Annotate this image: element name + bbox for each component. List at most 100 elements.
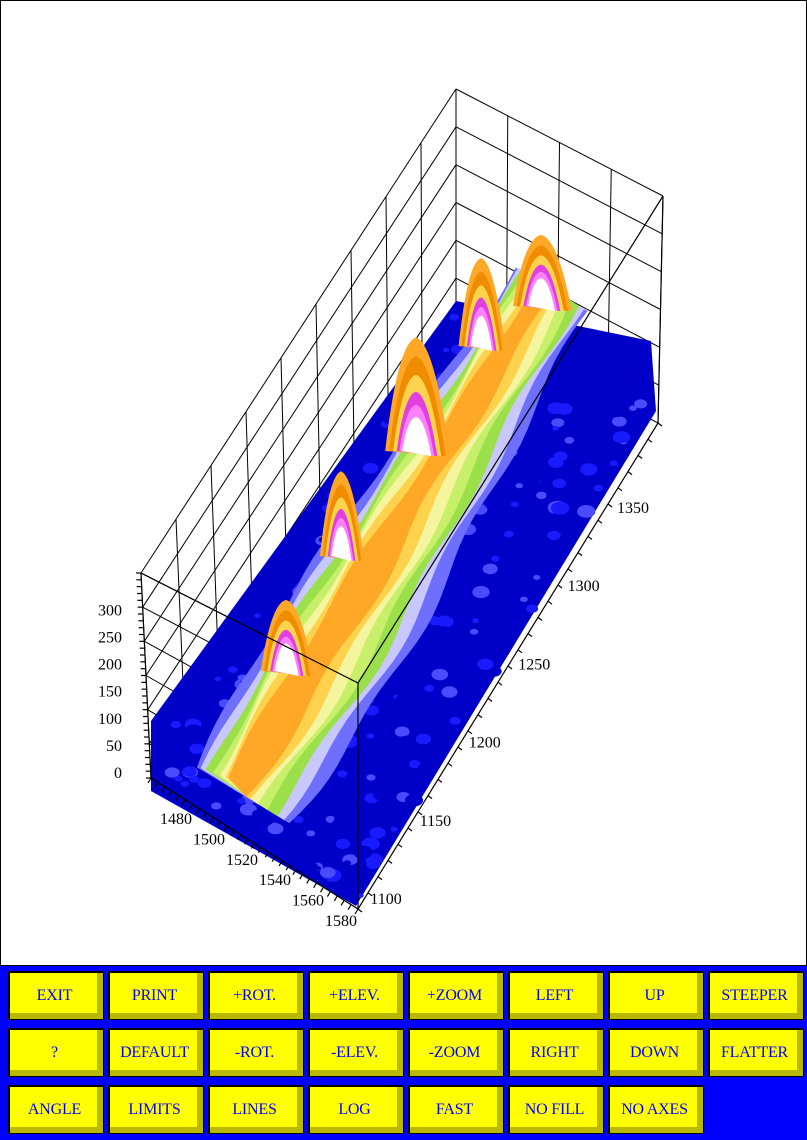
surface-texture (515, 483, 523, 489)
back-wall-gridline (140, 88, 457, 574)
surface-texture (537, 473, 551, 483)
y-axis-minor-tick (517, 649, 523, 654)
x-axis-minor-tick (354, 908, 359, 915)
toolbar-button-steeper[interactable]: STEEPER (708, 971, 804, 1020)
surface-texture (552, 426, 559, 431)
y-tick-label: 1350 (617, 500, 649, 517)
toolbar-button-flatter[interactable]: FLATTER (708, 1028, 804, 1077)
toolbar-button-lines[interactable]: LINES (208, 1085, 304, 1134)
surface-peak (274, 643, 299, 676)
toolbar-button-print[interactable]: PRINT (108, 971, 204, 1020)
y-axis-minor-tick (457, 746, 463, 751)
x-axis-minor-tick (237, 834, 242, 841)
left-top-edge (140, 572, 359, 684)
x-axis-minor-tick (181, 799, 187, 806)
surface-texture (376, 445, 385, 451)
surface-peak (402, 416, 432, 456)
toolbar-button-fast[interactable]: FAST (408, 1085, 504, 1134)
button-toolbar: EXIT PRINT +ROT. +ELEV. +ZOOM LEFT UP STEEPER? D… (0, 966, 807, 1140)
x-axis-minor-tick (285, 865, 290, 871)
surface-texture (481, 629, 497, 641)
toolbar-button-exit[interactable]: EXIT (8, 971, 104, 1020)
y-axis-minor-tick (387, 859, 393, 864)
surface-texture (362, 766, 378, 778)
back-wall-gridline (145, 202, 457, 676)
x-axis-minor-tick (154, 782, 159, 788)
toolbar-button-no-axes[interactable]: NO AXES (608, 1085, 704, 1134)
surface-texture (381, 818, 388, 824)
toolbar-button-limits[interactable]: LIMITS (108, 1085, 204, 1134)
toolbar-button-no-fill[interactable]: NO FILL (508, 1085, 604, 1134)
toolbar-button-down[interactable]: DOWN (608, 1028, 704, 1077)
toolbar-button-elev[interactable]: +ELEV. (308, 971, 404, 1020)
surface-texture (556, 403, 573, 415)
y-axis-minor-tick (497, 681, 503, 686)
surface-texture (390, 826, 398, 832)
toolbar-button-elev[interactable]: -ELEV. (308, 1028, 404, 1077)
x-tick-label: 1520 (226, 852, 258, 869)
surface-texture (189, 743, 205, 754)
surface-texture (441, 686, 458, 698)
toolbar-button-right[interactable]: RIGHT (508, 1028, 604, 1077)
y-axis-minor-tick (617, 487, 623, 492)
surface-texture (369, 827, 386, 839)
x-axis-minor-tick (244, 838, 249, 845)
surface-texture (270, 822, 279, 828)
surface-texture (583, 411, 595, 420)
surface-texture (498, 530, 505, 535)
x-axis-minor-tick (347, 904, 352, 910)
surface-texture (254, 613, 261, 619)
surface-texture (491, 555, 500, 562)
surface-texture (584, 430, 592, 436)
surface-texture (424, 696, 438, 707)
surface-texture (370, 750, 379, 757)
surface-texture (293, 816, 304, 824)
surface-texture (609, 408, 617, 415)
surface-texture (376, 784, 383, 789)
surface-texture (357, 893, 364, 898)
x-axis-minor-tick (271, 856, 276, 862)
y-axis-minor-tick (487, 697, 493, 702)
surface-texture (425, 751, 437, 760)
toolbar-button-left[interactable]: LEFT (508, 971, 604, 1020)
z-tick-label: 0 (114, 765, 122, 782)
surface-texture (586, 378, 602, 390)
surface-texture (457, 539, 477, 553)
y-axis-minor-tick (427, 795, 433, 800)
toolbar-button-log[interactable]: LOG (308, 1085, 404, 1134)
surface-texture (547, 530, 561, 541)
toolbar-button-default[interactable]: DEFAULT (108, 1028, 204, 1077)
y-tick-label: 1100 (370, 891, 401, 908)
z-tick-label: 200 (98, 657, 122, 674)
z-axis-ticks: 0 50 100 150 200 250 300 (98, 602, 122, 782)
x-axis-minor-tick (326, 891, 331, 897)
surface-texture (197, 778, 212, 788)
front-top-edge (357, 195, 664, 684)
toolbar-button-rot[interactable]: +ROT. (208, 971, 304, 1020)
surface-texture (164, 767, 180, 778)
surface-texture (472, 618, 479, 624)
surface-texture (418, 764, 427, 770)
y-tick-label: 1300 (568, 578, 600, 595)
surface-texture (398, 735, 415, 747)
surface-texture (214, 676, 221, 682)
y-tick-label: 1150 (420, 813, 451, 830)
y-axis-minor-tick (657, 422, 663, 427)
surface-texture (459, 609, 476, 621)
toolbar-button-angle[interactable]: ANGLE (8, 1085, 104, 1134)
toolbar-button-zoom[interactable]: +ZOOM (408, 971, 504, 1020)
surface-texture (486, 666, 502, 677)
x-tick-label: 1480 (160, 811, 192, 828)
surface-texture (362, 462, 379, 474)
toolbar-button-rot[interactable]: -ROT. (208, 1028, 304, 1077)
surface-texture (551, 418, 565, 428)
back-wall-gridline (455, 202, 661, 310)
toolbar-button-zoom[interactable]: -ZOOM (408, 1028, 504, 1077)
toolbar-button-up[interactable]: UP (608, 971, 704, 1020)
surface-texture (492, 535, 505, 545)
x-axis-minor-tick (195, 808, 200, 814)
surface-texture (333, 814, 351, 826)
toolbar-button-help[interactable]: ? (8, 1028, 104, 1077)
